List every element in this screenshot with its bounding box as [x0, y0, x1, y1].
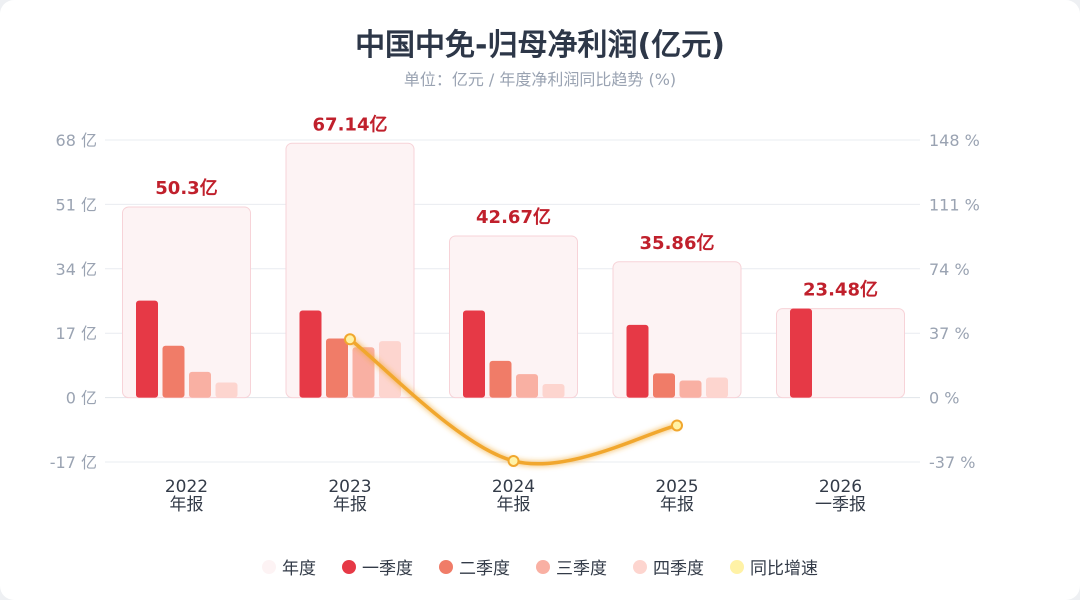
quarter-bar: [626, 324, 649, 398]
right-axis-tick-label: 148 %: [929, 131, 980, 150]
category-period-label: 年报: [497, 495, 531, 515]
category-period-label: 年报: [170, 495, 204, 515]
category-period-label: 年报: [333, 495, 367, 515]
quarter-bar: [136, 300, 158, 398]
legend-label: 三季度: [556, 559, 607, 579]
left-axis-tick-label: 34 亿: [56, 260, 97, 279]
quarter-bar: [790, 308, 812, 398]
annual-value-label: 50.3亿: [155, 177, 217, 199]
annual-value-label: 23.48亿: [803, 279, 878, 301]
quarter-bar: [516, 374, 538, 398]
chart-subtitle: 单位：亿元 / 年度净利润同比趋势 (%): [403, 70, 677, 89]
quarter-bar: [162, 345, 185, 398]
legend-item[interactable]: 一季度: [342, 554, 413, 579]
legend-label: 同比增速: [750, 559, 818, 579]
quarter-bar: [215, 382, 238, 398]
category-period-label: 年报: [660, 495, 694, 515]
quarter-bar: [189, 371, 211, 398]
category-year-label: 2022: [165, 477, 208, 497]
yoy-point: [344, 333, 356, 346]
legend-item[interactable]: 三季度: [536, 554, 607, 579]
quarter-bar: [379, 341, 401, 398]
legend-label: 一季度: [362, 559, 413, 579]
chart-title: 中国中免-归母净利润(亿元): [355, 28, 725, 63]
legend-swatch: [439, 559, 453, 574]
category-year-label: 2025: [655, 477, 698, 497]
category-year-label: 2024: [492, 477, 535, 497]
category-year-label: 2023: [328, 477, 371, 497]
legend-item[interactable]: 年度: [262, 554, 316, 579]
category-year-label: 2026: [819, 477, 862, 497]
annual-value-label: 35.86亿: [640, 232, 715, 254]
annual-value-label: 42.67亿: [476, 206, 551, 228]
legend-label: 二季度: [459, 559, 510, 579]
left-axis-tick-label: 68 亿: [56, 131, 97, 150]
quarter-bar: [489, 360, 512, 398]
left-axis-tick-label: 0 亿: [66, 389, 97, 408]
quarter-bar: [463, 310, 485, 398]
right-axis-tick-label: 0 %: [929, 389, 959, 408]
legend-swatch: [342, 559, 356, 574]
legend-swatch: [262, 559, 276, 574]
legend-label: 四季度: [653, 559, 704, 579]
legend-swatch: [536, 559, 550, 574]
quarter-bar: [679, 380, 702, 398]
annual-value-label: 67.14亿: [313, 113, 388, 135]
right-axis-tick-label: 111 %: [929, 195, 980, 214]
legend-label: 年度: [282, 559, 316, 579]
legend-swatch: [730, 559, 744, 574]
legend-item[interactable]: 四季度: [633, 554, 704, 579]
yoy-point: [671, 419, 683, 432]
left-axis-tick-label: -17 亿: [50, 453, 97, 472]
right-axis-tick-label: -37 %: [929, 453, 975, 472]
right-axis-tick-label: 74 %: [929, 260, 970, 279]
left-axis-tick-label: 17 亿: [56, 324, 97, 343]
legend-item[interactable]: 同比增速: [730, 554, 818, 579]
yoy-point: [507, 454, 520, 467]
legend-swatch: [633, 559, 647, 574]
quarter-bar: [352, 347, 375, 398]
quarter-bar: [653, 373, 675, 398]
category-period-label: 一季报: [815, 495, 866, 515]
left-axis-tick-label: 51 亿: [56, 195, 97, 214]
quarter-bar: [299, 310, 322, 398]
chart-legend: 年度 一季度 二季度 三季度 四季度 同比增速: [0, 554, 1080, 579]
quarter-bar: [542, 383, 565, 398]
legend-item[interactable]: 二季度: [439, 554, 510, 579]
quarter-bar: [706, 377, 728, 398]
right-axis-tick-label: 37 %: [929, 324, 970, 343]
quarter-bar: [326, 338, 348, 398]
